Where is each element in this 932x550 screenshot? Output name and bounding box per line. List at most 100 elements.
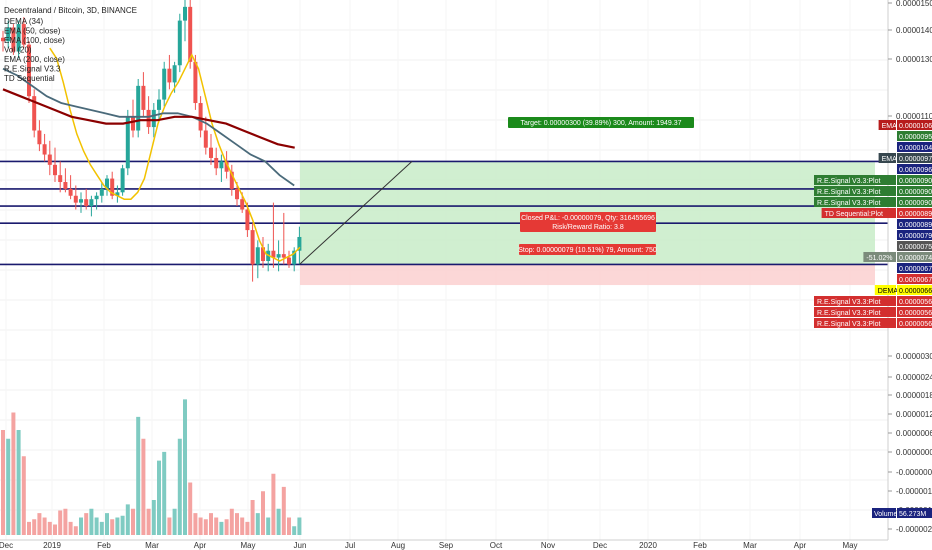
candle-body xyxy=(292,250,297,265)
legend-item: TD Sequential xyxy=(4,74,55,83)
target-label-bg xyxy=(508,117,694,128)
volume-bar xyxy=(94,517,99,535)
ema-long-line xyxy=(2,88,295,149)
volume-bar xyxy=(162,451,167,535)
legend-item: DEMA (34) xyxy=(4,17,43,26)
volume-bar xyxy=(214,517,219,535)
position-annotations: Target: 0.00000300 (39.89%) 300, Amount:… xyxy=(299,117,694,265)
candle-body xyxy=(110,178,115,196)
candle-body xyxy=(63,182,68,189)
price-tag-text: 0.00000897 xyxy=(899,211,932,218)
volume-tag-bg xyxy=(897,508,932,518)
candle-body xyxy=(115,192,120,196)
volume-bar xyxy=(141,438,146,535)
volume-tag: Volume 56.273M xyxy=(872,508,932,518)
volume-bar xyxy=(16,430,21,535)
price-tag: -51.02% 0.00000748 xyxy=(863,252,932,262)
volume-bar xyxy=(271,473,276,535)
legend-item: EMA (200, close) xyxy=(4,55,65,64)
volume-bar xyxy=(229,508,234,535)
candle-body xyxy=(229,171,234,189)
candle-body xyxy=(167,68,172,83)
time-axis: Dec 2019 Feb Mar Apr May Jun Jul Aug Sep Oct Nov Dec… xyxy=(0,541,858,550)
volume-tag-text: 56.273M xyxy=(899,511,926,518)
candle-body xyxy=(141,85,146,110)
price-tag-prefix: -51.02% xyxy=(866,255,892,262)
x-tick-label: Nov xyxy=(541,541,555,550)
x-tick-label: May xyxy=(842,541,857,550)
price-tag: 0.00000952 xyxy=(897,131,932,141)
volume-bar xyxy=(53,524,57,535)
price-tag: 0.00000752 xyxy=(897,241,932,251)
candle-body xyxy=(162,68,167,100)
legend-item: EMA (50, close) xyxy=(4,27,61,36)
pnl-label-bg xyxy=(520,212,656,232)
volume-bar xyxy=(136,416,141,535)
volume-bar xyxy=(131,508,135,535)
price-tag-text: 0.00000560 xyxy=(899,299,932,306)
legend-item: Vol (20) xyxy=(4,46,32,55)
volume-bar xyxy=(47,521,52,535)
volume-bar xyxy=(266,517,271,535)
candle-body xyxy=(203,130,208,148)
price-tag-prefix-bg xyxy=(814,186,896,196)
x-tick-label: Sep xyxy=(439,541,454,550)
candle-body xyxy=(16,24,21,52)
price-tag-prefix-bg xyxy=(878,120,896,130)
price-tag-prefix: TD Sequential:Plot xyxy=(825,211,883,218)
price-tag-text: 0.00000799 xyxy=(899,233,932,240)
volume-bar xyxy=(11,412,16,535)
volume-bar xyxy=(37,513,42,535)
price-tag: R.E.Signal V3.3:Plot 0.00000560 xyxy=(814,307,932,317)
price-tag-bg xyxy=(897,219,932,229)
stop-zone xyxy=(300,264,875,286)
price-tag-bg xyxy=(897,142,932,152)
candle-body xyxy=(255,247,260,265)
price-tag-prefix: R.E.Signal V3.3:Plot xyxy=(817,310,880,317)
candle-body xyxy=(84,199,89,207)
price-tag-prefix-bg xyxy=(814,296,896,306)
price-tag-bg xyxy=(897,186,932,196)
price-tag: R.E.Signal V3.3:Plot 0.00000560 xyxy=(814,296,932,306)
candle-body xyxy=(1,37,5,42)
candle-body xyxy=(224,161,229,172)
legend: Decentraland / Bitcoin, 3D, BINANCE DEMA… xyxy=(4,6,137,83)
candle-body xyxy=(105,178,109,189)
price-tag-prefix: R.E.Signal V3.3:Plot xyxy=(817,178,880,185)
price-tag-text: 0.00000903 xyxy=(899,178,932,185)
price-tag-prefix: EMA xyxy=(882,156,898,163)
volume-bar xyxy=(21,456,26,535)
volume-bar xyxy=(125,504,130,535)
volume-bar xyxy=(281,486,286,535)
volume-bar xyxy=(110,519,115,535)
pnl-label: Closed P&L: -0.00000079, Qty: 316455696 R… xyxy=(520,212,656,232)
price-tag-bg xyxy=(897,175,932,185)
price-tag: 0.00000673 xyxy=(897,274,932,284)
y-tick-label: 0.00000000 xyxy=(896,448,932,457)
volume-bar xyxy=(245,521,250,535)
price-tag-text: 0.00000748 xyxy=(899,255,932,262)
target-label: Target: 0.00000300 (39.89%) 300, Amount:… xyxy=(508,117,694,128)
volume-bar xyxy=(42,517,47,535)
volume-bar xyxy=(240,517,245,535)
volume-bar xyxy=(105,513,109,535)
price-tag-prefix: R.E.Signal V3.3:Plot xyxy=(817,321,880,328)
price-tag-bg xyxy=(897,120,932,130)
candle-body xyxy=(53,164,57,176)
price-tag-text: 0.00000560 xyxy=(899,321,932,328)
moving-averages xyxy=(2,47,301,262)
ema-slow-line xyxy=(2,67,295,187)
x-tick-label: Aug xyxy=(391,541,405,550)
price-tag: 0.00000799 xyxy=(897,230,932,240)
volume-bar xyxy=(68,521,73,535)
price-tag-bg xyxy=(897,164,932,174)
candle-body xyxy=(120,168,125,193)
